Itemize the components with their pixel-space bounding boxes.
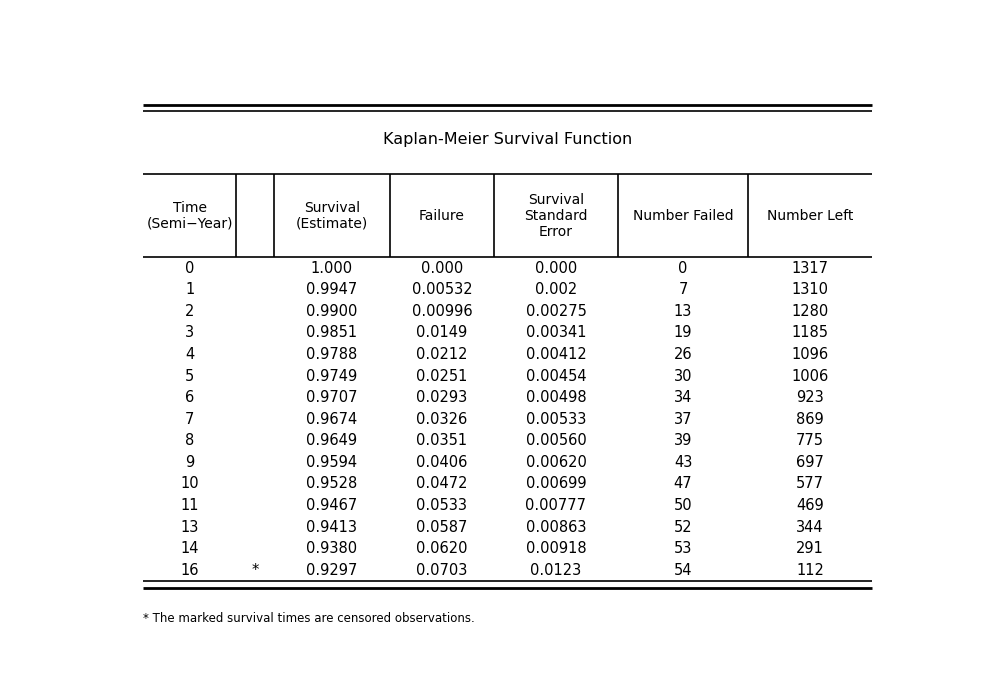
Text: 39: 39 (674, 433, 692, 448)
Text: 4: 4 (185, 347, 194, 362)
Text: 0.00412: 0.00412 (526, 347, 586, 362)
Text: 37: 37 (674, 411, 692, 427)
Text: 0.00918: 0.00918 (526, 541, 586, 556)
Text: 869: 869 (796, 411, 824, 427)
Text: *: * (251, 563, 258, 578)
Text: 0.0251: 0.0251 (416, 368, 467, 384)
Text: 1: 1 (185, 282, 194, 297)
Text: 0.9649: 0.9649 (306, 433, 357, 448)
Text: 0.9900: 0.9900 (306, 304, 357, 319)
Text: 577: 577 (796, 477, 824, 491)
Text: 0.00560: 0.00560 (526, 433, 586, 448)
Text: 0.9788: 0.9788 (306, 347, 357, 362)
Text: 344: 344 (796, 520, 824, 534)
Text: 0.9594: 0.9594 (306, 455, 357, 470)
Text: 1310: 1310 (792, 282, 829, 297)
Text: Survival
(Estimate): Survival (Estimate) (296, 201, 368, 231)
Text: 1.000: 1.000 (311, 261, 352, 276)
Text: 7: 7 (678, 282, 688, 297)
Text: 0.000: 0.000 (535, 261, 577, 276)
Text: 0.9528: 0.9528 (306, 477, 357, 491)
Text: 13: 13 (180, 520, 199, 534)
Text: 0.00863: 0.00863 (526, 520, 586, 534)
Text: 30: 30 (674, 368, 692, 384)
Text: 0.0533: 0.0533 (417, 498, 467, 513)
Text: 0.0472: 0.0472 (416, 477, 467, 491)
Text: 34: 34 (674, 390, 692, 405)
Text: 0.9749: 0.9749 (306, 368, 357, 384)
Text: 0.00777: 0.00777 (526, 498, 586, 513)
Text: 0.0351: 0.0351 (417, 433, 467, 448)
Text: 0: 0 (185, 261, 194, 276)
Text: 0.00275: 0.00275 (526, 304, 586, 319)
Text: 0.00533: 0.00533 (526, 411, 586, 427)
Text: 0.00532: 0.00532 (412, 282, 472, 297)
Text: 0: 0 (678, 261, 688, 276)
Text: 3: 3 (185, 325, 194, 341)
Text: 775: 775 (796, 433, 824, 448)
Text: 923: 923 (796, 390, 824, 405)
Text: 0.0326: 0.0326 (417, 411, 467, 427)
Text: 1096: 1096 (792, 347, 829, 362)
Text: Time
(Semi−Year): Time (Semi−Year) (147, 201, 233, 231)
Text: Kaplan-Meier Survival Function: Kaplan-Meier Survival Function (383, 132, 632, 147)
Text: 14: 14 (180, 541, 199, 556)
Text: Failure: Failure (419, 209, 465, 223)
Text: 50: 50 (674, 498, 692, 513)
Text: 0.00454: 0.00454 (526, 368, 586, 384)
Text: 11: 11 (180, 498, 199, 513)
Text: 0.0620: 0.0620 (416, 541, 467, 556)
Text: 26: 26 (674, 347, 692, 362)
Text: 0.0212: 0.0212 (416, 347, 467, 362)
Text: 13: 13 (674, 304, 692, 319)
Text: 10: 10 (180, 477, 199, 491)
Text: 8: 8 (185, 433, 194, 448)
Text: 16: 16 (180, 563, 199, 578)
Text: 469: 469 (796, 498, 824, 513)
Text: 0.00341: 0.00341 (526, 325, 586, 341)
Text: 0.9467: 0.9467 (306, 498, 357, 513)
Text: 1006: 1006 (792, 368, 829, 384)
Text: 0.00620: 0.00620 (526, 455, 586, 470)
Text: 0.00996: 0.00996 (412, 304, 472, 319)
Text: 0.0123: 0.0123 (531, 563, 581, 578)
Text: 0.0406: 0.0406 (416, 455, 467, 470)
Text: 697: 697 (796, 455, 824, 470)
Text: 0.002: 0.002 (535, 282, 577, 297)
Text: 0.9380: 0.9380 (306, 541, 357, 556)
Text: * The marked survival times are censored observations.: * The marked survival times are censored… (143, 612, 474, 625)
Text: 54: 54 (674, 563, 692, 578)
Text: 0.9851: 0.9851 (306, 325, 357, 341)
Text: 53: 53 (674, 541, 692, 556)
Text: 0.0703: 0.0703 (416, 563, 467, 578)
Text: 0.9297: 0.9297 (306, 563, 357, 578)
Text: 0.0149: 0.0149 (417, 325, 467, 341)
Text: 0.000: 0.000 (421, 261, 463, 276)
Text: 7: 7 (185, 411, 194, 427)
Text: 9: 9 (185, 455, 194, 470)
Text: 1317: 1317 (792, 261, 829, 276)
Text: 0.00498: 0.00498 (526, 390, 586, 405)
Text: 5: 5 (185, 368, 194, 384)
Text: 6: 6 (185, 390, 194, 405)
Text: 291: 291 (796, 541, 824, 556)
Text: 2: 2 (185, 304, 194, 319)
Text: 0.00699: 0.00699 (526, 477, 586, 491)
Text: Number Failed: Number Failed (633, 209, 734, 223)
Text: 0.0587: 0.0587 (416, 520, 467, 534)
Text: Number Left: Number Left (767, 209, 853, 223)
Text: 43: 43 (674, 455, 692, 470)
Text: 112: 112 (796, 563, 824, 578)
Text: 0.9413: 0.9413 (306, 520, 357, 534)
Text: 0.9707: 0.9707 (306, 390, 357, 405)
Text: 0.9947: 0.9947 (306, 282, 357, 297)
Text: 52: 52 (674, 520, 692, 534)
Text: 0.0293: 0.0293 (417, 390, 467, 405)
Text: 19: 19 (674, 325, 692, 341)
Text: 1185: 1185 (792, 325, 829, 341)
Text: 47: 47 (674, 477, 692, 491)
Text: Survival
Standard
Error: Survival Standard Error (525, 193, 588, 239)
Text: 1280: 1280 (792, 304, 829, 319)
Text: 0.9674: 0.9674 (306, 411, 357, 427)
